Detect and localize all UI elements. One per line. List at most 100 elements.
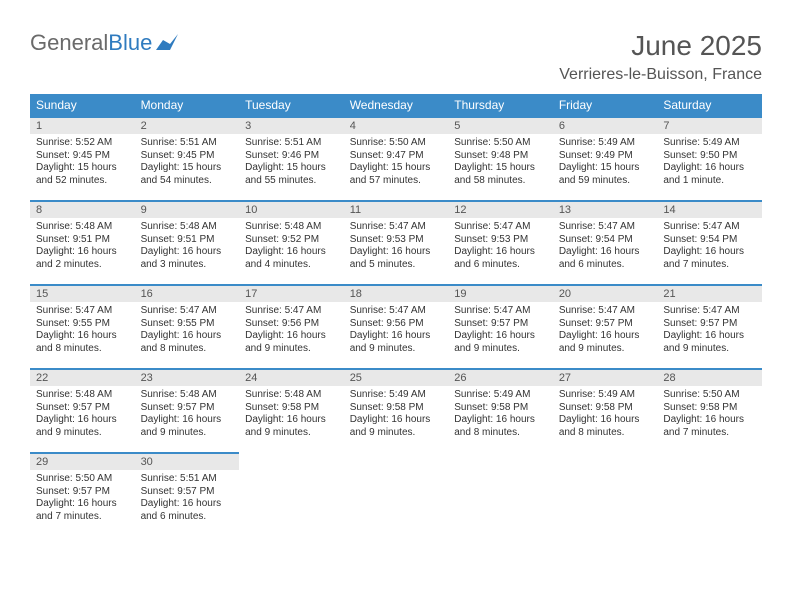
day-number: 1: [30, 118, 135, 134]
day-body: Sunrise: 5:49 AMSunset: 9:49 PMDaylight:…: [553, 134, 658, 193]
sunset-text: Sunset: 9:45 PM: [36, 150, 129, 163]
calendar-cell: 14Sunrise: 5:47 AMSunset: 9:54 PMDayligh…: [657, 201, 762, 285]
daylight-text: Daylight: 16 hours and 8 minutes.: [141, 330, 234, 355]
calendar-cell: 2 Sunrise: 5:51 AMSunset: 9:45 PMDaylight…: [135, 117, 240, 201]
day-body: Sunrise: 5:48 AMSunset: 9:51 PMDaylight:…: [135, 218, 240, 277]
sunrise-text: Sunrise: 5:47 AM: [663, 305, 756, 318]
day-body: Sunrise: 5:47 AMSunset: 9:57 PMDaylight:…: [553, 302, 658, 361]
day-number: 14: [657, 202, 762, 218]
day-body: Sunrise: 5:51 AMSunset: 9:57 PMDaylight:…: [135, 470, 240, 529]
sunrise-text: Sunrise: 5:50 AM: [663, 389, 756, 402]
sunset-text: Sunset: 9:57 PM: [141, 486, 234, 499]
calendar-cell: 9Sunrise: 5:48 AMSunset: 9:51 PMDaylight…: [135, 201, 240, 285]
day-number: 15: [30, 286, 135, 302]
sunset-text: Sunset: 9:54 PM: [663, 234, 756, 247]
calendar-cell: 7Sunrise: 5:49 AMSunset: 9:50 PMDaylight…: [657, 117, 762, 201]
daylight-text: Daylight: 16 hours and 6 minutes.: [454, 246, 547, 271]
daylight-text: Daylight: 16 hours and 1 minute.: [663, 162, 756, 187]
daylight-text: Daylight: 16 hours and 5 minutes.: [350, 246, 443, 271]
day-number: 5: [448, 118, 553, 134]
sunset-text: Sunset: 9:50 PM: [663, 150, 756, 163]
day-body: Sunrise: 5:49 AMSunset: 9:50 PMDaylight:…: [657, 134, 762, 193]
calendar-head: Sunday Monday Tuesday Wednesday Thursday…: [30, 94, 762, 117]
calendar-cell: 12Sunrise: 5:47 AMSunset: 9:53 PMDayligh…: [448, 201, 553, 285]
day-number: 28: [657, 370, 762, 386]
logo: GeneralBlue: [30, 30, 178, 56]
day-body: Sunrise: 5:50 AMSunset: 9:48 PMDaylight:…: [448, 134, 553, 193]
sunrise-text: Sunrise: 5:47 AM: [350, 305, 443, 318]
calendar-cell: [239, 453, 344, 537]
logo-mark-icon: [156, 30, 178, 56]
header: GeneralBlue June 2025 Verrieres-le-Buiss…: [30, 30, 762, 84]
day-number: 13: [553, 202, 658, 218]
day-number: 29: [30, 454, 135, 470]
day-number: 24: [239, 370, 344, 386]
sunrise-text: Sunrise: 5:47 AM: [454, 221, 547, 234]
sunset-text: Sunset: 9:57 PM: [454, 318, 547, 331]
sunrise-text: Sunrise: 5:51 AM: [141, 473, 234, 486]
sunrise-text: Sunrise: 5:47 AM: [559, 221, 652, 234]
daylight-text: Daylight: 16 hours and 9 minutes.: [663, 330, 756, 355]
calendar-cell: 8Sunrise: 5:48 AMSunset: 9:51 PMDaylight…: [30, 201, 135, 285]
sunrise-text: Sunrise: 5:51 AM: [141, 137, 234, 150]
sunrise-text: Sunrise: 5:48 AM: [141, 221, 234, 234]
day-body: Sunrise: 5:47 AMSunset: 9:53 PMDaylight:…: [344, 218, 449, 277]
day-number: 17: [239, 286, 344, 302]
sunset-text: Sunset: 9:57 PM: [36, 402, 129, 415]
sunset-text: Sunset: 9:45 PM: [141, 150, 234, 163]
sunrise-text: Sunrise: 5:47 AM: [559, 305, 652, 318]
calendar-body: 1Sunrise: 5:52 AMSunset: 9:45 PMDaylight…: [30, 117, 762, 537]
sunset-text: Sunset: 9:54 PM: [559, 234, 652, 247]
calendar-cell: 29Sunrise: 5:50 AMSunset: 9:57 PMDayligh…: [30, 453, 135, 537]
sunrise-text: Sunrise: 5:47 AM: [454, 305, 547, 318]
calendar-cell: 10Sunrise: 5:48 AMSunset: 9:52 PMDayligh…: [239, 201, 344, 285]
calendar-cell: 3Sunrise: 5:51 AMSunset: 9:46 PMDaylight…: [239, 117, 344, 201]
day-number: 9: [135, 202, 240, 218]
calendar-cell: [344, 453, 449, 537]
calendar-cell: 5Sunrise: 5:50 AMSunset: 9:48 PMDaylight…: [448, 117, 553, 201]
sunset-text: Sunset: 9:47 PM: [350, 150, 443, 163]
sunrise-text: Sunrise: 5:47 AM: [36, 305, 129, 318]
sunrise-text: Sunrise: 5:50 AM: [36, 473, 129, 486]
day-body: Sunrise: 5:48 AMSunset: 9:57 PMDaylight:…: [30, 386, 135, 445]
calendar-cell: 24Sunrise: 5:48 AMSunset: 9:58 PMDayligh…: [239, 369, 344, 453]
sunset-text: Sunset: 9:48 PM: [454, 150, 547, 163]
sunrise-text: Sunrise: 5:47 AM: [350, 221, 443, 234]
day-body: Sunrise: 5:52 AMSunset: 9:45 PMDaylight:…: [30, 134, 135, 193]
day-body: Sunrise: 5:48 AMSunset: 9:52 PMDaylight:…: [239, 218, 344, 277]
sunrise-text: Sunrise: 5:52 AM: [36, 137, 129, 150]
calendar-row: 15Sunrise: 5:47 AMSunset: 9:55 PMDayligh…: [30, 285, 762, 369]
sunset-text: Sunset: 9:57 PM: [663, 318, 756, 331]
daylight-text: Daylight: 16 hours and 9 minutes.: [36, 414, 129, 439]
sunrise-text: Sunrise: 5:49 AM: [663, 137, 756, 150]
day-number: 20: [553, 286, 658, 302]
calendar-cell: 18Sunrise: 5:47 AMSunset: 9:56 PMDayligh…: [344, 285, 449, 369]
day-body: Sunrise: 5:50 AMSunset: 9:58 PMDaylight:…: [657, 386, 762, 445]
calendar-cell: 22Sunrise: 5:48 AMSunset: 9:57 PMDayligh…: [30, 369, 135, 453]
sunrise-text: Sunrise: 5:48 AM: [245, 221, 338, 234]
calendar-cell: 19Sunrise: 5:47 AMSunset: 9:57 PMDayligh…: [448, 285, 553, 369]
day-number: 11: [344, 202, 449, 218]
calendar-cell: 20Sunrise: 5:47 AMSunset: 9:57 PMDayligh…: [553, 285, 658, 369]
daylight-text: Daylight: 16 hours and 8 minutes.: [454, 414, 547, 439]
sunset-text: Sunset: 9:58 PM: [245, 402, 338, 415]
day-body: Sunrise: 5:47 AMSunset: 9:57 PMDaylight:…: [448, 302, 553, 361]
day-number: 18: [344, 286, 449, 302]
daylight-text: Daylight: 16 hours and 6 minutes.: [141, 498, 234, 523]
sunrise-text: Sunrise: 5:49 AM: [454, 389, 547, 402]
day-number: 2: [135, 118, 240, 134]
daylight-text: Daylight: 16 hours and 4 minutes.: [245, 246, 338, 271]
calendar-row: 8Sunrise: 5:48 AMSunset: 9:51 PMDaylight…: [30, 201, 762, 285]
day-body: Sunrise: 5:51 AMSunset: 9:46 PMDaylight:…: [239, 134, 344, 193]
weekday-header: Friday: [553, 94, 658, 117]
daylight-text: Daylight: 16 hours and 9 minutes.: [245, 330, 338, 355]
day-body: Sunrise: 5:50 AMSunset: 9:47 PMDaylight:…: [344, 134, 449, 193]
calendar-row: 29 Sunrise: 5:50 AM Sunset: 9:57 PMDayligh…: [30, 453, 762, 537]
daylight-text: Daylight: 16 hours and 9 minutes.: [245, 414, 338, 439]
weekday-header: Saturday: [657, 94, 762, 117]
daylight-text: Daylight: 15 hours and 54 minutes.: [141, 162, 234, 187]
calendar-cell: [448, 453, 553, 537]
calendar-cell: 26Sunrise: 5:49 AMSunset: 9:58 PMDayligh…: [448, 369, 553, 453]
sunset-text: Sunset: 9:58 PM: [350, 402, 443, 415]
day-body: Sunrise: 5:48 AMSunset: 9:58 PMDaylight:…: [239, 386, 344, 445]
